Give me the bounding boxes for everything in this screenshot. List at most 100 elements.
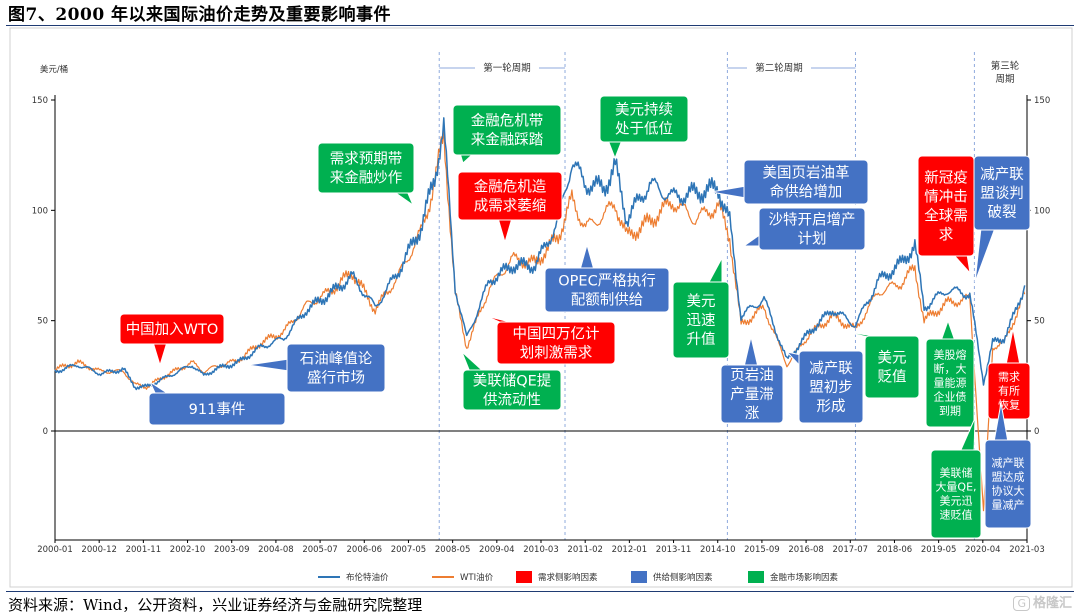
legend-item: 布伦特油价 [318,572,389,583]
callout-text: 全球需 [924,206,968,224]
callout-text: 盛行市场 [307,369,365,386]
x-tick-label: 2005-07 [302,545,338,555]
x-tick-label: 2002-10 [170,545,206,555]
callout-box [599,95,689,143]
callout-box [544,267,670,313]
y-tick-label-right: 150 [1034,96,1050,106]
callout-text: 减产联 [809,360,853,377]
callout-text: 恢复 [998,398,1020,412]
legend-label: WTI油价 [460,572,494,583]
callout-box [925,338,975,428]
callout-text: 供流动性 [483,391,541,408]
callout-box [496,321,616,365]
legend-item: WTI油价 [432,572,494,583]
callout-box [930,449,982,539]
cycle-label: 第二轮周期 [755,62,803,74]
watermark: G 格隆汇 [1013,592,1072,611]
legend-item: 金融市场影响因素 [748,571,839,583]
callout-box [743,159,869,205]
title-divider [6,25,1074,26]
x-tick-label: 2018-06 [877,545,913,555]
callout-box [457,171,563,221]
callout-text: 处于低位 [615,120,673,137]
callout-text: 求 [939,226,954,243]
cycle-label-line2: 周期 [995,74,1014,85]
y-tick-label: 50 [37,317,48,327]
callout-text: 破裂 [988,204,1017,221]
callout-text: 来金融炒作 [330,169,403,186]
footer-divider [6,591,1074,592]
callout-text: OPEC严格执行 [558,272,655,289]
callout-text: 配额制供给 [571,291,644,308]
event-callout: 中国加入WTO [119,313,225,367]
legend-swatch-box [748,571,764,583]
callout-text: 石油峰值论 [300,350,373,367]
callout-text: 量减产 [992,498,1025,512]
callout-text: 减产联 [980,166,1024,183]
callout-text: 美联储 [940,466,973,480]
x-tick-label: 2013-11 [656,545,692,555]
y-tick-label: 100 [32,206,48,216]
legend-label: 需求侧影响因素 [538,572,598,583]
callout-text: 速贬值 [940,509,973,522]
callout-text: 金融危机造 [474,178,547,195]
callout-box [462,369,562,411]
callout-text: 有所 [998,384,1020,398]
y-tick-label: 0 [43,427,48,437]
legend: 布伦特油价 WTI油价 需求侧影响因素 供给侧影响因素 金融市场影响因素 [318,571,839,583]
source-note: 资料来源：Wind，公开资料，兴业证券经济与金融研究院整理 [8,596,423,614]
callout-text: 美元迅 [940,495,973,508]
callout-text: 迅速 [687,312,716,329]
event-annotations: 中国加入WTO911事件石油峰值论盛行市场需求预期带来金融炒作金融危机带来金融踩… [119,95,1032,539]
x-tick-label: 2015-09 [744,545,780,555]
callout-text: 美股熔 [934,348,967,362]
callout-text: 美元 [878,349,907,366]
callout-box [987,362,1031,420]
legend-label: 金融市场影响因素 [770,572,839,583]
callout-text: 来金融踩踏 [471,131,544,148]
y-tick-label-right: 0 [1034,427,1039,437]
cycle-label: 第三轮 [991,60,1020,72]
wti-line [54,128,1026,512]
callout-text: 页岩油 [730,367,774,384]
callout-text: 新冠疫 [924,169,968,186]
callout-box [148,392,286,426]
legend-item: 需求侧影响因素 [516,571,598,583]
callout-text: 盟达成 [992,471,1025,484]
callout-text: 形成 [817,398,846,415]
callout-box [984,439,1032,529]
callout-text: 产量滞 [730,386,774,403]
callout-text: 断，大 [934,362,967,376]
x-tick-label: 2008-05 [435,545,471,555]
x-tick-label: 2000-01 [37,545,73,555]
callout-text: 协议大 [992,484,1025,498]
callout-box [798,350,864,424]
x-tick-label: 2014-10 [700,545,736,555]
callout-text: 命供给增加 [770,182,843,200]
series-lines [54,117,1026,512]
callout-text: 美元 [687,293,716,310]
callout-text: 贬值 [878,368,907,385]
callout-text: 美联储QE提 [473,372,552,389]
cycle-label: 第一轮周期 [483,62,531,74]
x-tick-label: 2021-03 [1009,545,1045,555]
brent-line [54,117,1026,391]
x-tick-label: 2012-01 [612,545,648,555]
callout-box [119,313,225,345]
callout-text: 企业债 [934,390,967,404]
y-tick-label: 150 [32,96,48,106]
callout-text: 需求预期带 [330,150,403,167]
callout-box [720,364,784,424]
